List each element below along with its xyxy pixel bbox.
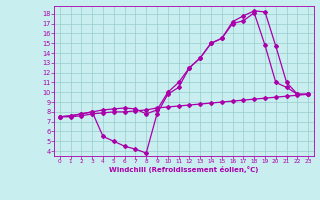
X-axis label: Windchill (Refroidissement éolien,°C): Windchill (Refroidissement éolien,°C) [109, 166, 259, 173]
